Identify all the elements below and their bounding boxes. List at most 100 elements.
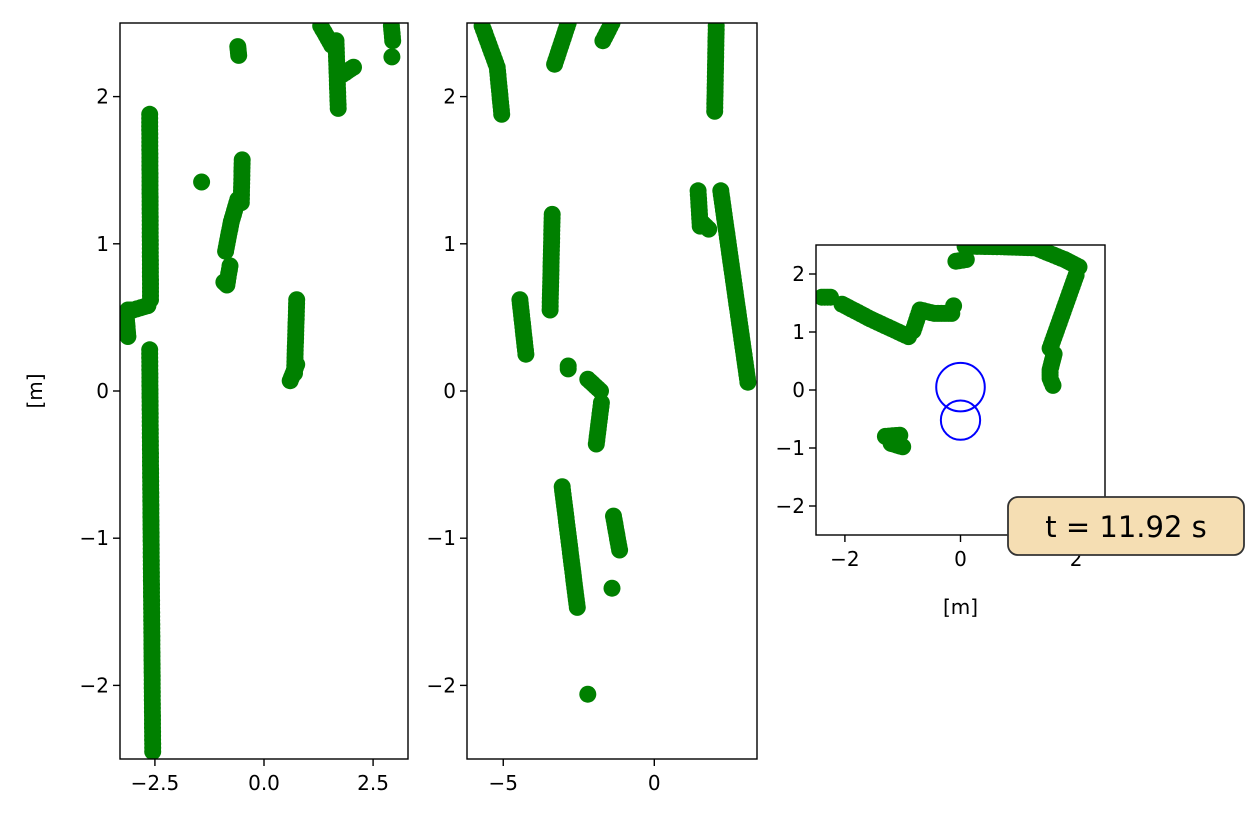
scan-segment <box>1041 345 1063 394</box>
scan-point <box>541 301 559 319</box>
plot-area <box>473 23 757 703</box>
scan-segment <box>816 288 839 306</box>
x-tick-label: 2.5 <box>357 771 389 795</box>
scan-point <box>345 58 362 76</box>
robot-circle <box>935 361 986 413</box>
annotation-box <box>1007 496 1245 556</box>
scan-segment <box>833 295 917 346</box>
x-tick-label: 0.0 <box>248 771 280 795</box>
scan-segment <box>706 23 725 120</box>
scan-segment <box>511 291 535 363</box>
y-tick-label: −1 <box>776 436 805 460</box>
scan-segment <box>546 23 577 73</box>
scan-point <box>579 685 597 703</box>
scan-segment <box>712 182 757 391</box>
scan-segment <box>120 297 157 319</box>
scan-point <box>517 345 535 363</box>
scan-point <box>120 328 137 345</box>
scan-point <box>568 598 586 616</box>
scan-point <box>700 220 718 238</box>
annotation-text: t = 11.92 s <box>1045 510 1206 544</box>
scan-segment <box>1041 266 1085 357</box>
y-tick-label: −1 <box>80 526 109 550</box>
y-tick-label: 1 <box>792 320 805 344</box>
x-tick-label: 0 <box>648 771 661 795</box>
scan-point <box>603 23 621 32</box>
plot-area <box>816 245 1088 456</box>
y-tick-label: 1 <box>96 232 109 256</box>
scan-segment <box>559 357 577 378</box>
scan-point <box>230 46 248 64</box>
scan-segment <box>594 23 621 50</box>
scan-segment <box>541 205 561 319</box>
scan-segment <box>281 356 306 390</box>
scan-point <box>493 105 511 123</box>
time-annotation: t = 11.92 s <box>1007 496 1245 556</box>
scan-point <box>603 579 621 597</box>
scan-point <box>945 297 963 315</box>
robot-circle <box>939 399 982 441</box>
y-tick-label: 2 <box>443 85 456 109</box>
scan-point <box>559 23 577 32</box>
y-tick-label: −2 <box>80 673 109 697</box>
scan-point <box>384 32 402 50</box>
scan-segment <box>383 48 401 66</box>
x-tick-label: −5 <box>489 771 518 795</box>
y-tick-label: −1 <box>427 526 456 550</box>
scan-point <box>611 541 629 559</box>
scan-segment <box>193 173 211 191</box>
y-tick-label: 0 <box>443 379 456 403</box>
y-tick-label: −2 <box>427 673 456 697</box>
scan-segment <box>141 105 159 309</box>
scan-segment <box>603 579 621 597</box>
scan-segment <box>382 23 402 50</box>
scan-segment <box>579 685 597 703</box>
middle-scan-panel: −5 0 −2 −1 0 1 2 <box>427 22 758 795</box>
scan-segment <box>229 38 248 64</box>
scan-point <box>739 373 757 391</box>
scan-point <box>559 360 577 378</box>
scan-segment <box>553 478 586 616</box>
scan-point <box>587 435 605 453</box>
scan-segment <box>587 394 610 453</box>
scan-segment <box>232 151 251 212</box>
scan-segment <box>692 213 718 238</box>
x-tick-label: −2.5 <box>131 771 180 795</box>
scan-point <box>288 356 306 373</box>
y-tick-label: 1 <box>443 232 456 256</box>
y-tick-label: 0 <box>96 379 109 403</box>
scan-segment <box>215 257 239 294</box>
axes-frame <box>119 22 409 760</box>
scan-segment <box>956 245 1088 276</box>
scan-point <box>329 99 347 117</box>
scan-segment <box>945 297 963 315</box>
x-axis-label: [m] <box>943 595 978 619</box>
left-scan-panel: −2.5 0.0 2.5 −2 −1 0 1 2 [m] <box>23 22 409 795</box>
scan-point <box>221 257 239 275</box>
scan-segment <box>473 23 511 123</box>
y-tick-label: 2 <box>792 262 805 286</box>
scan-segment <box>947 251 975 270</box>
scan-segment <box>605 507 629 559</box>
scan-point <box>193 173 211 191</box>
scan-point <box>1044 376 1062 394</box>
scan-point <box>383 48 401 66</box>
scan-segment <box>120 311 137 345</box>
y-axis-label: [m] <box>23 373 47 408</box>
scan-segment <box>882 434 912 456</box>
x-tick-label: −2 <box>830 547 859 571</box>
y-tick-label: 2 <box>96 85 109 109</box>
y-tick-label: −2 <box>776 494 805 518</box>
scan-segment <box>141 341 162 759</box>
plot-area <box>120 23 402 759</box>
scan-point <box>706 102 724 120</box>
axes-frame <box>466 22 758 760</box>
scan-point <box>957 251 975 268</box>
x-tick-label: 0 <box>954 547 967 571</box>
scan-point <box>233 151 251 169</box>
scan-segment <box>334 58 362 83</box>
scan-segment <box>579 370 609 400</box>
scan-point <box>894 438 912 456</box>
